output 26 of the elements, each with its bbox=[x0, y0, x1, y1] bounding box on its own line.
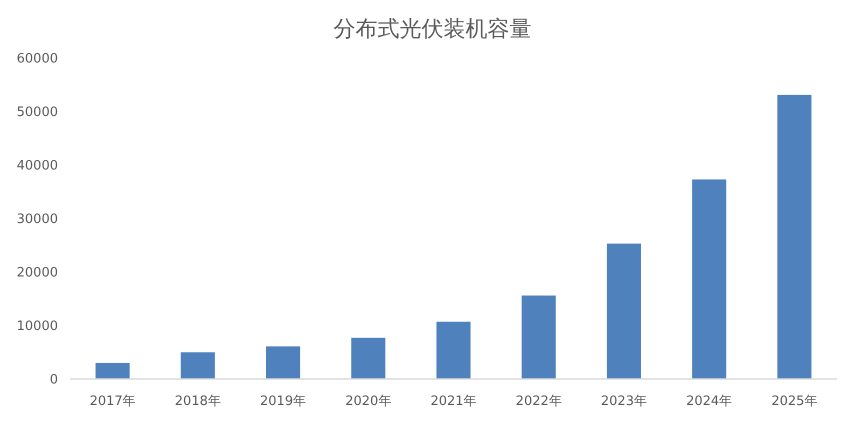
x-tick-label: 2017年 bbox=[90, 394, 136, 409]
bar bbox=[522, 296, 556, 379]
x-tick-label: 2025年 bbox=[771, 394, 818, 409]
x-tick-label: 2018年 bbox=[174, 394, 221, 409]
y-tick-label: 10000 bbox=[16, 319, 58, 334]
y-tick-label: 30000 bbox=[16, 212, 58, 228]
y-tick-label: 40000 bbox=[16, 158, 58, 174]
y-tick-label: 50000 bbox=[16, 105, 58, 120]
x-tick-label: 2020年 bbox=[345, 394, 392, 409]
bar bbox=[96, 362, 130, 379]
chart-title: 分布式光伏装机容量 bbox=[334, 17, 532, 42]
y-tick-label: 60000 bbox=[16, 52, 58, 67]
bar bbox=[606, 244, 641, 379]
y-tick-label: 0 bbox=[50, 372, 58, 388]
bar bbox=[266, 346, 300, 379]
y-tick-label: 20000 bbox=[16, 266, 58, 281]
bar bbox=[436, 322, 471, 379]
bar bbox=[777, 94, 812, 379]
x-tick-label: 2024年 bbox=[686, 394, 732, 409]
x-tick-label: 2023年 bbox=[600, 394, 647, 409]
bar bbox=[180, 352, 215, 379]
x-tick-label: 2022年 bbox=[516, 394, 562, 409]
bar bbox=[692, 179, 726, 379]
x-tick-label: 2021年 bbox=[430, 394, 477, 409]
bar bbox=[351, 338, 386, 379]
x-tick-label: 2019年 bbox=[260, 394, 306, 409]
